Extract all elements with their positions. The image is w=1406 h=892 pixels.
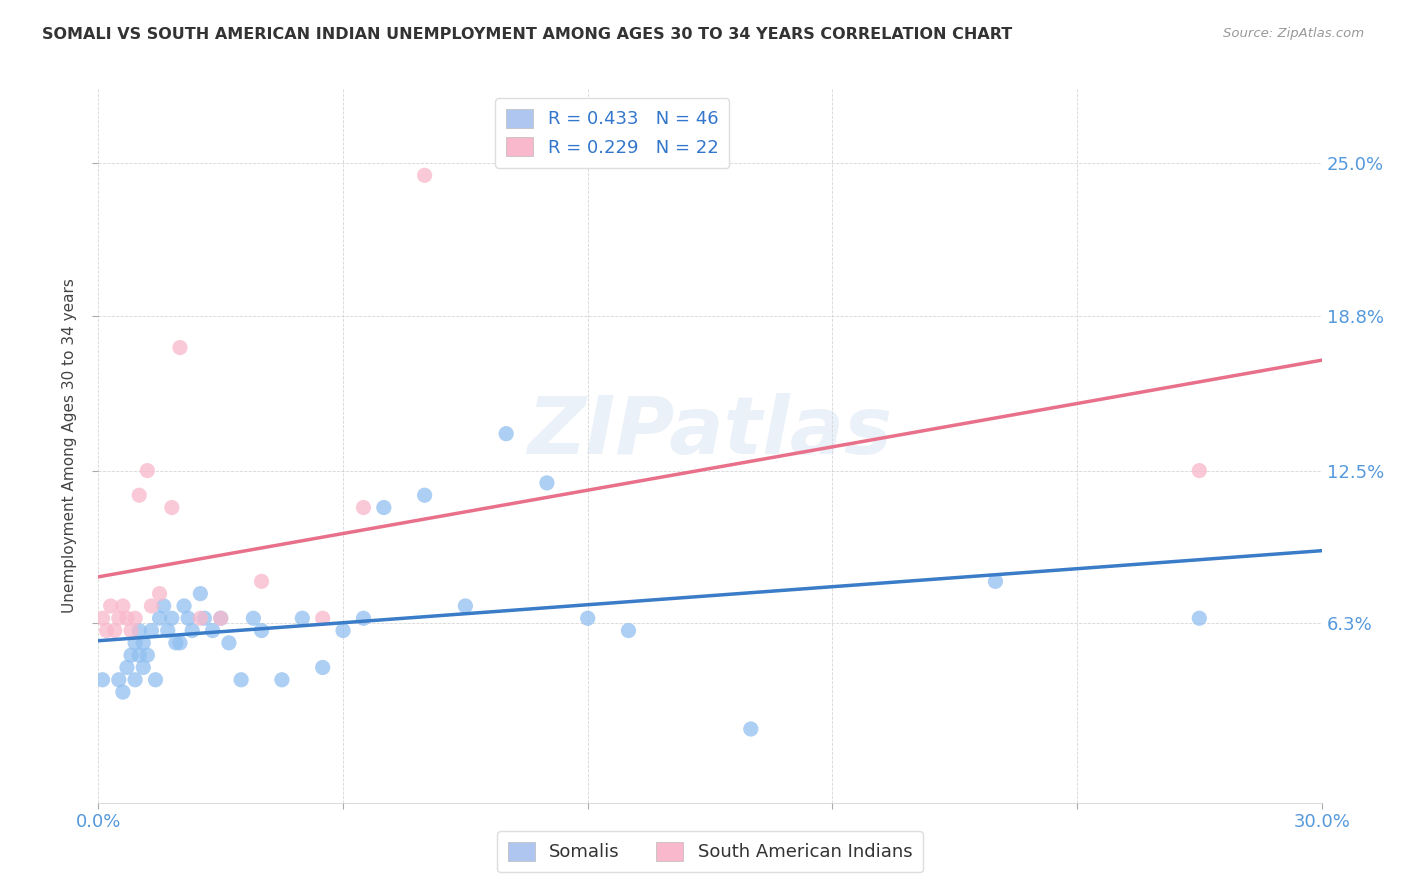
Point	[136, 648, 159, 662]
Point	[201, 624, 224, 638]
Point	[352, 611, 374, 625]
Point	[169, 341, 191, 355]
Point	[136, 464, 159, 478]
Point	[218, 636, 240, 650]
Point	[141, 624, 163, 638]
Point	[209, 611, 232, 625]
Point	[312, 611, 335, 625]
Point	[291, 611, 314, 625]
Point	[312, 660, 335, 674]
Text: Source: ZipAtlas.com: Source: ZipAtlas.com	[1223, 27, 1364, 40]
Point	[132, 660, 155, 674]
Point	[124, 611, 146, 625]
Point	[145, 673, 167, 687]
Point	[242, 611, 264, 625]
Point	[149, 587, 172, 601]
Point	[141, 599, 163, 613]
Point	[495, 426, 517, 441]
Point	[181, 624, 204, 638]
Point	[160, 611, 183, 625]
Point	[128, 648, 150, 662]
Point	[740, 722, 762, 736]
Point	[100, 599, 122, 613]
Y-axis label: Unemployment Among Ages 30 to 34 years: Unemployment Among Ages 30 to 34 years	[62, 278, 77, 614]
Point	[115, 660, 138, 674]
Point	[1188, 611, 1211, 625]
Point	[209, 611, 232, 625]
Text: ZIPatlas: ZIPatlas	[527, 392, 893, 471]
Point	[413, 169, 436, 183]
Point	[576, 611, 599, 625]
Point	[120, 648, 142, 662]
Point	[132, 636, 155, 650]
Point	[173, 599, 195, 613]
Point	[149, 611, 172, 625]
Point	[454, 599, 477, 613]
Point	[111, 685, 134, 699]
Point	[91, 611, 114, 625]
Point	[160, 500, 183, 515]
Point	[128, 624, 150, 638]
Point	[250, 624, 273, 638]
Point	[96, 624, 118, 638]
Point	[104, 624, 127, 638]
Point	[617, 624, 640, 638]
Point	[250, 574, 273, 589]
Point	[373, 500, 395, 515]
Point	[413, 488, 436, 502]
Point	[270, 673, 294, 687]
Point	[156, 624, 179, 638]
Point	[124, 636, 146, 650]
Legend: Somalis, South American Indians: Somalis, South American Indians	[496, 831, 924, 872]
Point	[128, 488, 150, 502]
Point	[108, 611, 131, 625]
Point	[165, 636, 187, 650]
Point	[124, 673, 146, 687]
Point	[111, 599, 134, 613]
Point	[984, 574, 1007, 589]
Point	[188, 611, 212, 625]
Point	[188, 587, 212, 601]
Point	[536, 475, 558, 490]
Point	[352, 500, 374, 515]
Point	[231, 673, 253, 687]
Point	[193, 611, 215, 625]
Text: SOMALI VS SOUTH AMERICAN INDIAN UNEMPLOYMENT AMONG AGES 30 TO 34 YEARS CORRELATI: SOMALI VS SOUTH AMERICAN INDIAN UNEMPLOY…	[42, 27, 1012, 42]
Point	[115, 611, 138, 625]
Point	[169, 636, 191, 650]
Point	[120, 624, 142, 638]
Point	[108, 673, 131, 687]
Point	[1188, 464, 1211, 478]
Point	[177, 611, 200, 625]
Point	[152, 599, 174, 613]
Point	[332, 624, 354, 638]
Point	[91, 673, 114, 687]
